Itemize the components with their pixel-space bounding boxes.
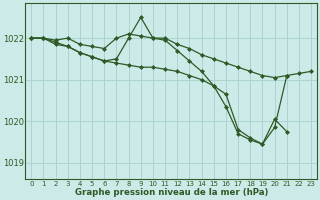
X-axis label: Graphe pression niveau de la mer (hPa): Graphe pression niveau de la mer (hPa) <box>75 188 268 197</box>
